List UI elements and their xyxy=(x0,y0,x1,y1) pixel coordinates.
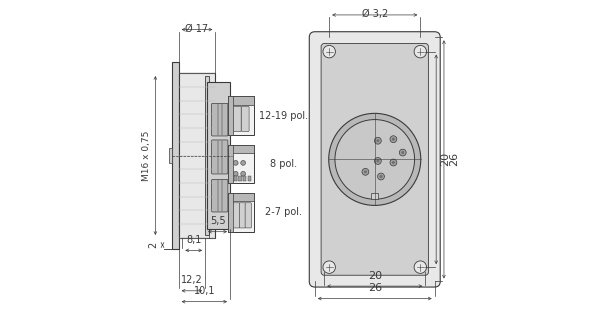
FancyBboxPatch shape xyxy=(212,179,228,212)
Circle shape xyxy=(392,138,395,141)
Bar xyxy=(205,76,209,235)
Circle shape xyxy=(233,171,238,176)
FancyBboxPatch shape xyxy=(241,106,249,132)
Circle shape xyxy=(399,149,406,156)
Circle shape xyxy=(323,261,336,273)
Text: M16 x 0,75: M16 x 0,75 xyxy=(142,130,151,181)
Bar xyxy=(243,177,246,181)
Bar xyxy=(228,96,233,135)
Bar xyxy=(228,193,254,232)
Circle shape xyxy=(335,119,415,199)
FancyBboxPatch shape xyxy=(240,203,246,228)
Bar xyxy=(228,193,233,232)
Circle shape xyxy=(376,139,379,142)
Text: Ø 17: Ø 17 xyxy=(185,24,209,34)
Bar xyxy=(207,82,230,229)
Text: 26: 26 xyxy=(368,283,382,293)
Bar xyxy=(371,193,378,198)
Circle shape xyxy=(378,173,384,180)
Bar xyxy=(233,177,237,181)
Bar xyxy=(172,62,179,249)
Circle shape xyxy=(364,170,367,173)
Text: 8,1: 8,1 xyxy=(186,235,201,245)
Circle shape xyxy=(241,160,246,165)
Bar xyxy=(248,177,251,181)
Circle shape xyxy=(401,151,404,154)
Bar xyxy=(228,96,254,105)
Text: 10,1: 10,1 xyxy=(193,286,215,296)
Circle shape xyxy=(241,171,246,176)
Text: Ø 3,2: Ø 3,2 xyxy=(362,9,388,19)
Circle shape xyxy=(414,45,427,58)
Circle shape xyxy=(392,161,395,164)
FancyBboxPatch shape xyxy=(233,203,240,228)
Bar xyxy=(228,145,254,183)
Text: 5,5: 5,5 xyxy=(210,216,226,226)
Circle shape xyxy=(379,175,382,178)
FancyBboxPatch shape xyxy=(212,103,228,136)
Circle shape xyxy=(390,136,397,142)
FancyBboxPatch shape xyxy=(233,106,241,132)
Text: 2: 2 xyxy=(148,242,158,248)
Circle shape xyxy=(362,169,369,175)
Text: 12-19 pol.: 12-19 pol. xyxy=(259,111,308,121)
FancyBboxPatch shape xyxy=(321,44,429,275)
Bar xyxy=(179,73,215,238)
Bar xyxy=(228,96,254,135)
Bar xyxy=(238,177,241,181)
FancyBboxPatch shape xyxy=(309,32,440,287)
Bar xyxy=(170,148,172,163)
FancyBboxPatch shape xyxy=(212,140,228,174)
Text: 20: 20 xyxy=(440,152,450,166)
Text: 12,2: 12,2 xyxy=(181,275,202,285)
Circle shape xyxy=(329,114,421,205)
Bar xyxy=(228,145,254,153)
Circle shape xyxy=(375,137,381,144)
Circle shape xyxy=(376,160,379,162)
Bar xyxy=(228,193,254,202)
Bar xyxy=(228,145,233,183)
Circle shape xyxy=(233,160,238,165)
Text: 20: 20 xyxy=(368,271,382,281)
Circle shape xyxy=(390,159,397,166)
Text: 2-7 pol.: 2-7 pol. xyxy=(265,207,302,217)
Text: 26: 26 xyxy=(449,152,459,166)
Text: 8 pol.: 8 pol. xyxy=(270,159,297,169)
Circle shape xyxy=(414,261,427,273)
Circle shape xyxy=(375,157,381,164)
FancyBboxPatch shape xyxy=(245,203,252,228)
Circle shape xyxy=(323,45,336,58)
